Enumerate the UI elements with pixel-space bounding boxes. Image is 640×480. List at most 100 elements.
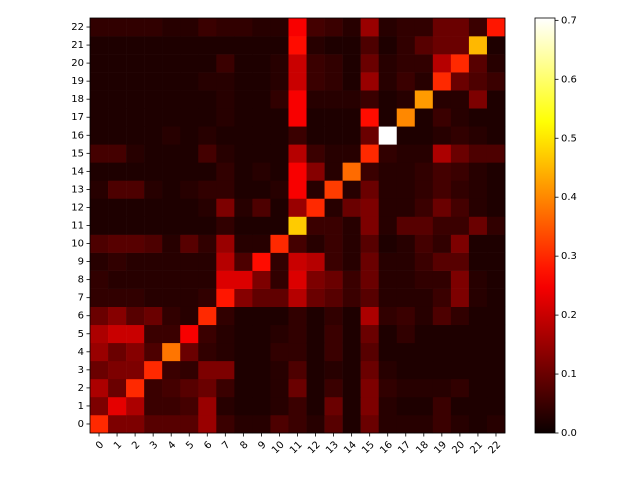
heatmap-cell: [288, 216, 307, 235]
heatmap-cell: [126, 72, 145, 91]
heatmap-cell: [198, 306, 217, 326]
heatmap-cell: [234, 180, 253, 199]
heatmap-cell: [288, 180, 307, 199]
heatmap-cell: [144, 90, 163, 109]
heatmap-cell: [90, 342, 109, 362]
heatmap-cell: [306, 360, 325, 380]
heatmap-cell: [360, 72, 379, 91]
heatmap-cell: [468, 360, 488, 380]
heatmap-cell: [414, 36, 434, 55]
heatmap-cell: [126, 198, 145, 217]
heatmap-cell: [486, 90, 506, 109]
heatmap-cell: [270, 396, 289, 416]
heatmap-cell: [486, 234, 506, 253]
heatmap-cell: [342, 270, 361, 289]
heatmap-cell: [90, 234, 109, 253]
y-tick-label: 0: [78, 419, 84, 430]
heatmap-cell: [450, 72, 470, 91]
heatmap-cell: [144, 252, 163, 271]
heatmap-cell: [162, 342, 181, 362]
heatmap-cell: [216, 234, 235, 253]
heatmap-cell: [270, 180, 289, 199]
heatmap-cell: [450, 270, 470, 289]
x-tick-label: 15: [360, 439, 377, 456]
heatmap-cell: [108, 216, 127, 235]
heatmap-cell: [144, 270, 163, 289]
heatmap-cell: [90, 414, 109, 434]
heatmap-cell: [162, 72, 181, 91]
heatmap-cell: [486, 144, 506, 163]
x-tick-label: 6: [202, 439, 214, 451]
heatmap-cell: [234, 288, 253, 307]
heatmap-cell: [108, 162, 127, 181]
colorbar-tick-label: 0.7: [561, 15, 577, 26]
heatmap-cell: [342, 324, 361, 344]
x-tick-label: 7: [220, 439, 232, 451]
heatmap-cell: [198, 18, 217, 37]
heatmap-cell: [216, 360, 235, 380]
heatmap-cell: [162, 360, 181, 380]
heatmap-cell: [432, 198, 452, 217]
heatmap-cell: [468, 126, 488, 145]
heatmap-cell: [396, 18, 416, 37]
heatmap-cell: [414, 360, 434, 380]
heatmap-cell: [90, 126, 109, 145]
heatmap-cell: [180, 18, 199, 37]
heatmap-cell: [288, 270, 307, 289]
heatmap-cell: [270, 144, 289, 163]
heatmap-cell: [288, 360, 307, 380]
heatmap-cell: [162, 144, 181, 163]
heatmap-cell: [468, 252, 488, 271]
heatmap-cell: [486, 54, 506, 73]
heatmap-cell: [450, 54, 470, 73]
heatmap-cell: [306, 108, 325, 127]
heatmap-cell: [486, 270, 506, 289]
heatmap-cell: [396, 180, 416, 199]
heatmap-cell: [324, 144, 343, 163]
heatmap-cell: [486, 198, 506, 217]
heatmap-cell: [360, 126, 379, 145]
heatmap-cell: [90, 288, 109, 307]
heatmap-cell: [306, 288, 325, 307]
heatmap-cell: [306, 90, 325, 109]
heatmap-cell: [270, 72, 289, 91]
y-tick-label: 7: [78, 293, 84, 304]
heatmap-cell: [162, 54, 181, 73]
heatmap-cell: [414, 72, 434, 91]
heatmap-cell: [180, 216, 199, 235]
heatmap-cell: [468, 198, 488, 217]
heatmap-cell: [216, 396, 235, 416]
heatmap-cell: [198, 180, 217, 199]
heatmap-cell: [234, 72, 253, 91]
heatmap-cell: [126, 342, 145, 362]
heatmap-cell: [126, 162, 145, 181]
heatmap-cell: [162, 306, 181, 326]
heatmap-cell: [144, 306, 163, 326]
heatmap-cell: [90, 18, 109, 37]
y-tick-label: 18: [71, 94, 84, 105]
heatmap-cell: [486, 396, 506, 416]
heatmap-cell: [144, 108, 163, 127]
heatmap-cell: [162, 378, 181, 398]
heatmap-cell: [108, 324, 127, 344]
y-tick-label: 1: [78, 401, 84, 412]
heatmap-cell: [432, 234, 452, 253]
heatmap-cell: [234, 108, 253, 127]
heatmap-cell: [306, 234, 325, 253]
heatmap-cell: [270, 324, 289, 344]
heatmap-cell: [306, 414, 325, 434]
heatmap-cell: [198, 198, 217, 217]
heatmap-cell: [108, 414, 127, 434]
heatmap-cell: [180, 180, 199, 199]
heatmap-cell: [396, 270, 416, 289]
heatmap-cell: [234, 360, 253, 380]
heatmap-cell: [288, 198, 307, 217]
heatmap-cell: [216, 126, 235, 145]
heatmap-cell: [270, 90, 289, 109]
heatmap-cell: [216, 18, 235, 37]
heatmap-cell: [108, 360, 127, 380]
heatmap-cell: [486, 36, 506, 55]
heatmap-cell: [270, 108, 289, 127]
heatmap-cell: [360, 18, 379, 37]
heatmap-cell: [90, 216, 109, 235]
